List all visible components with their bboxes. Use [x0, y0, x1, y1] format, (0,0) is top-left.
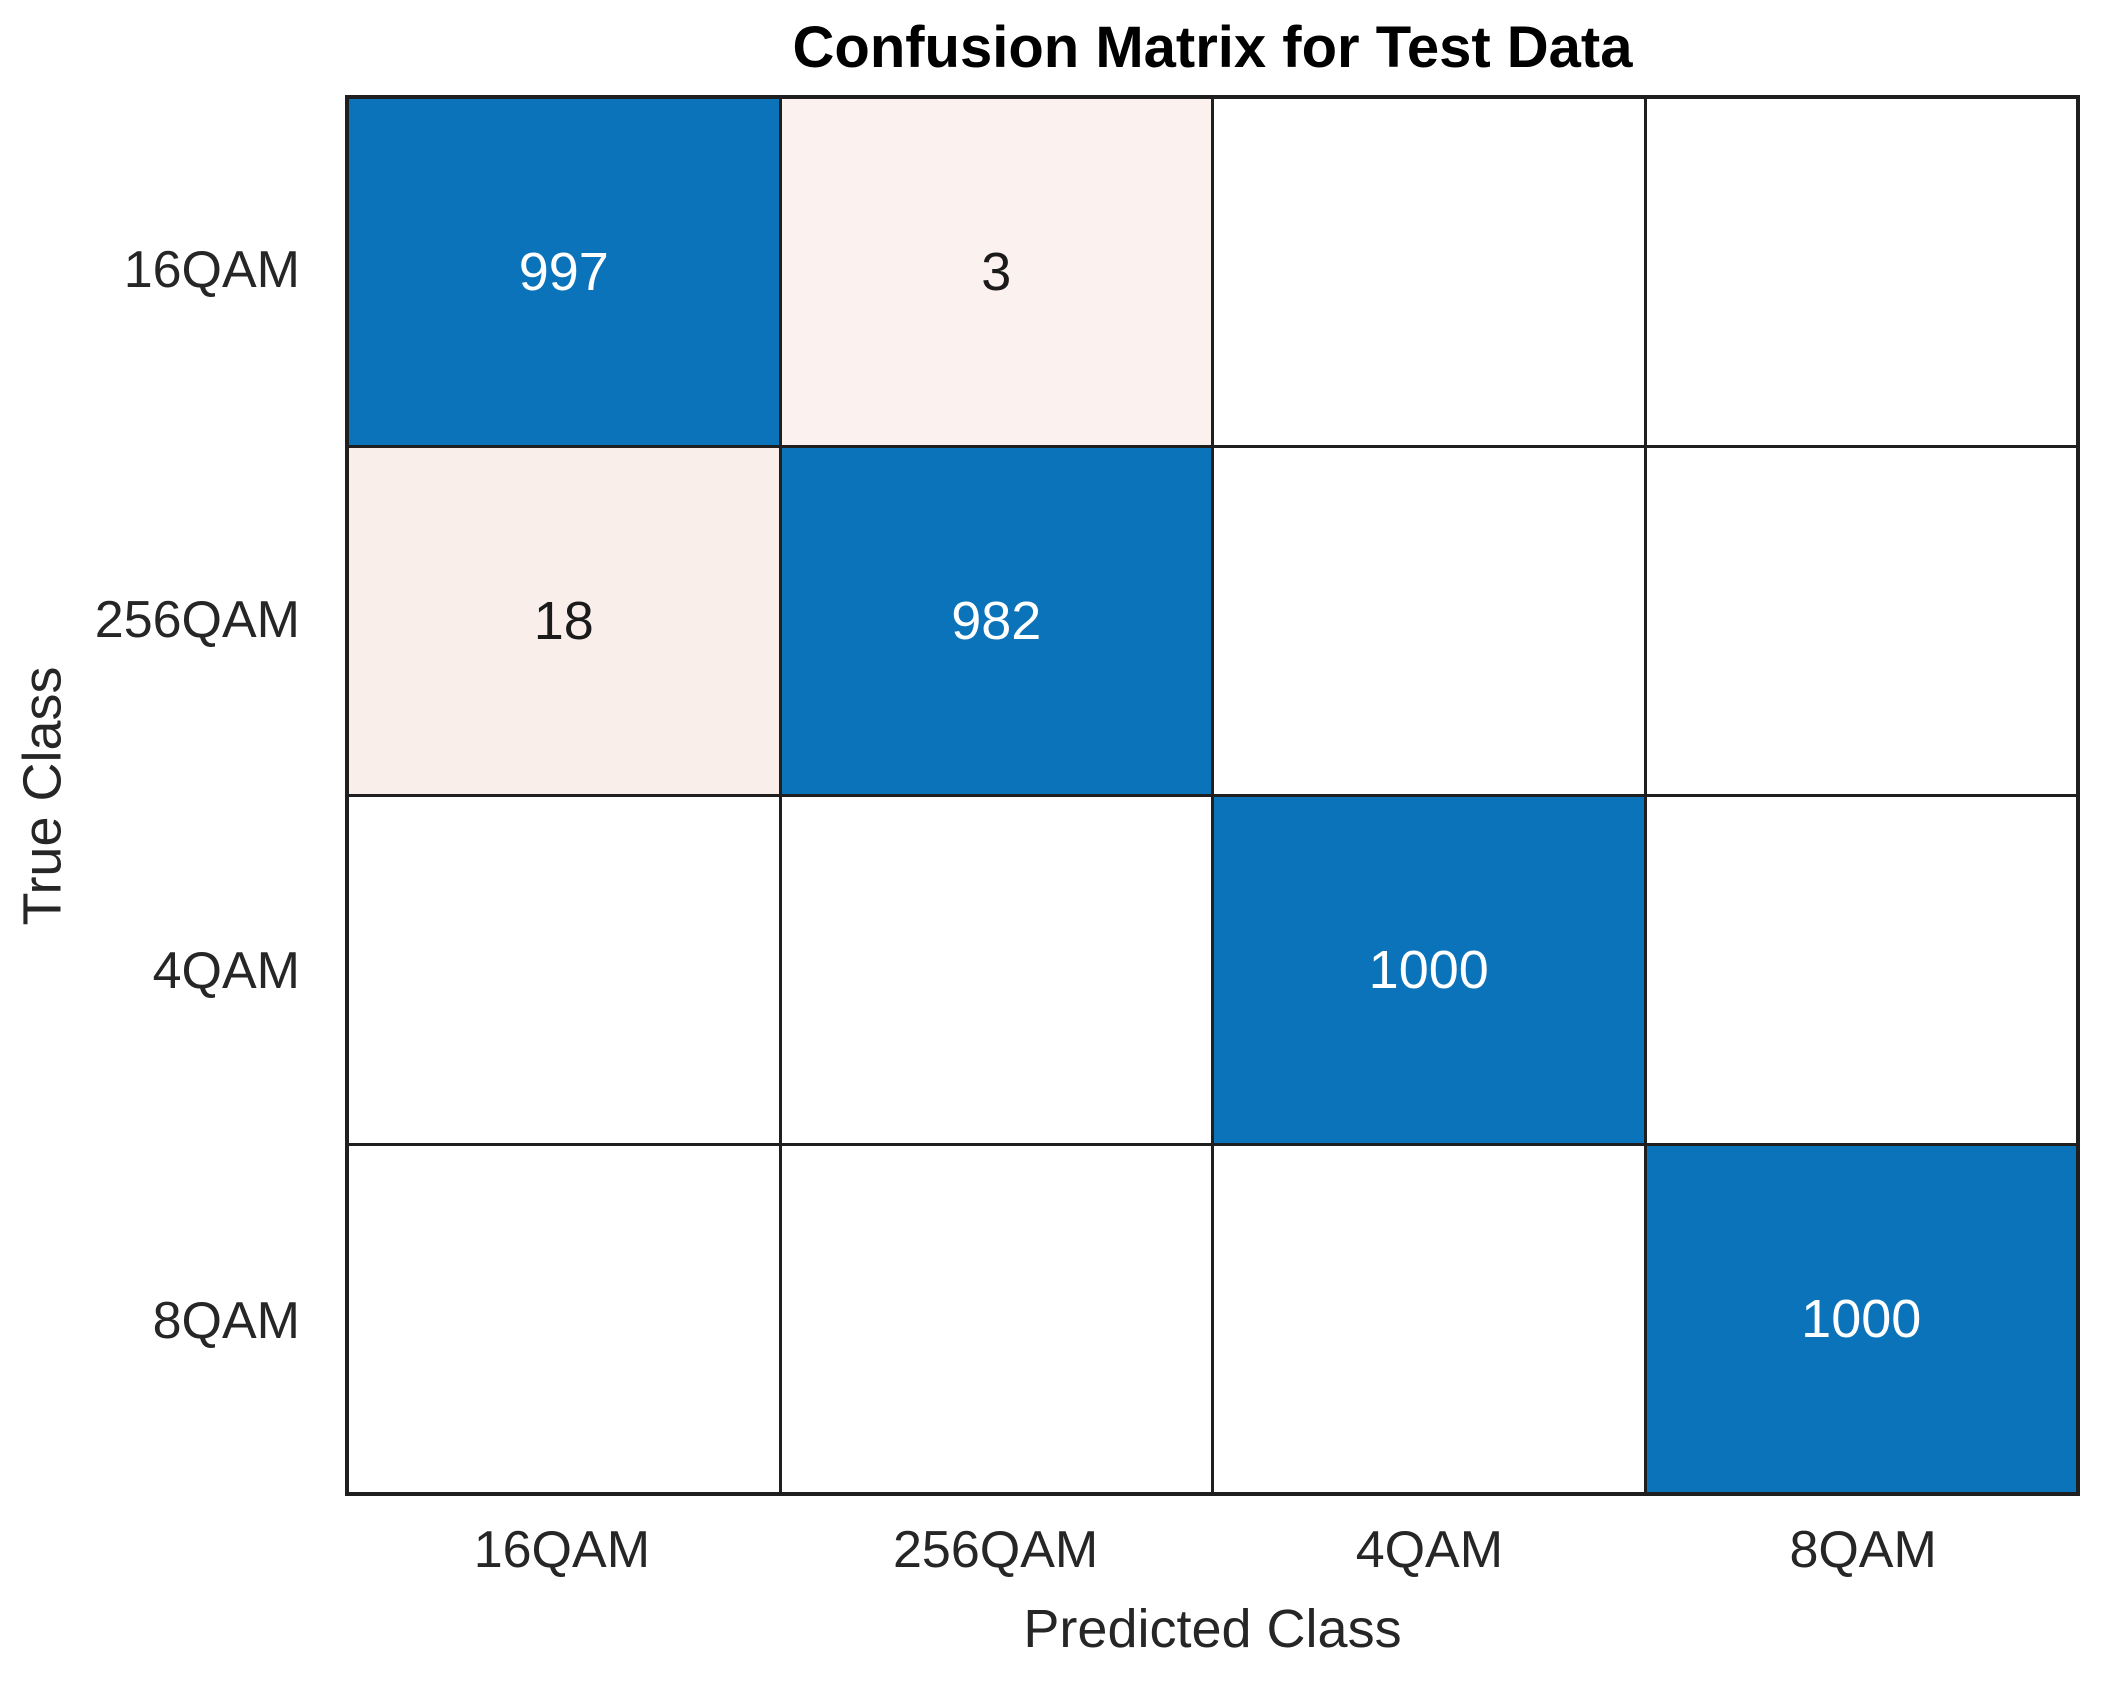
matrix-cell-r0-c2 — [1214, 99, 1644, 445]
x-tick-0: 16QAM — [473, 1521, 651, 1579]
matrix-cell-r1-c2 — [1214, 448, 1644, 794]
confusion-matrix-grid: 997 3 18 982 1000 1000 — [345, 95, 2080, 1496]
matrix-cell-r3-c3: 1000 — [1646, 1146, 2076, 1492]
matrix-cell-r1-c3 — [1646, 448, 2076, 794]
matrix-cell-r2-c1 — [781, 797, 1211, 1143]
y-tick-3: 8QAM — [152, 1291, 300, 1350]
matrix-cell-r3-c2 — [1214, 1146, 1644, 1492]
matrix-cell-r0-c1: 3 — [781, 99, 1211, 445]
x-tick-2: 4QAM — [1355, 1521, 1504, 1579]
chart-title: Confusion Matrix for Test Data — [792, 14, 1633, 80]
matrix-cell-r2-c2: 1000 — [1214, 797, 1644, 1143]
y-tick-2: 4QAM — [152, 941, 300, 1000]
x-tick-3: 8QAM — [1789, 1521, 1937, 1579]
x-axis-label: Predicted Class — [1023, 1599, 1402, 1659]
x-tick-1: 256QAM — [893, 1521, 1099, 1579]
matrix-cell-r0-c0: 997 — [349, 99, 779, 445]
x-tick-labels: 16QAM 256QAM 4QAM 8QAM — [345, 1516, 2080, 1584]
y-tick-0: 16QAM — [123, 241, 300, 300]
matrix-cell-r2-c3 — [1646, 797, 2076, 1143]
y-tick-1: 256QAM — [94, 591, 300, 650]
matrix-cell-r1-c1: 982 — [781, 448, 1211, 794]
y-tick-labels: 16QAM 256QAM 4QAM 8QAM — [0, 95, 322, 1496]
matrix-cell-r0-c3 — [1646, 99, 2076, 445]
matrix-cell-r3-c0 — [349, 1146, 779, 1492]
matrix-cell-r2-c0 — [349, 797, 779, 1143]
matrix-cell-r3-c1 — [781, 1146, 1211, 1492]
matrix-cell-r1-c0: 18 — [349, 448, 779, 794]
